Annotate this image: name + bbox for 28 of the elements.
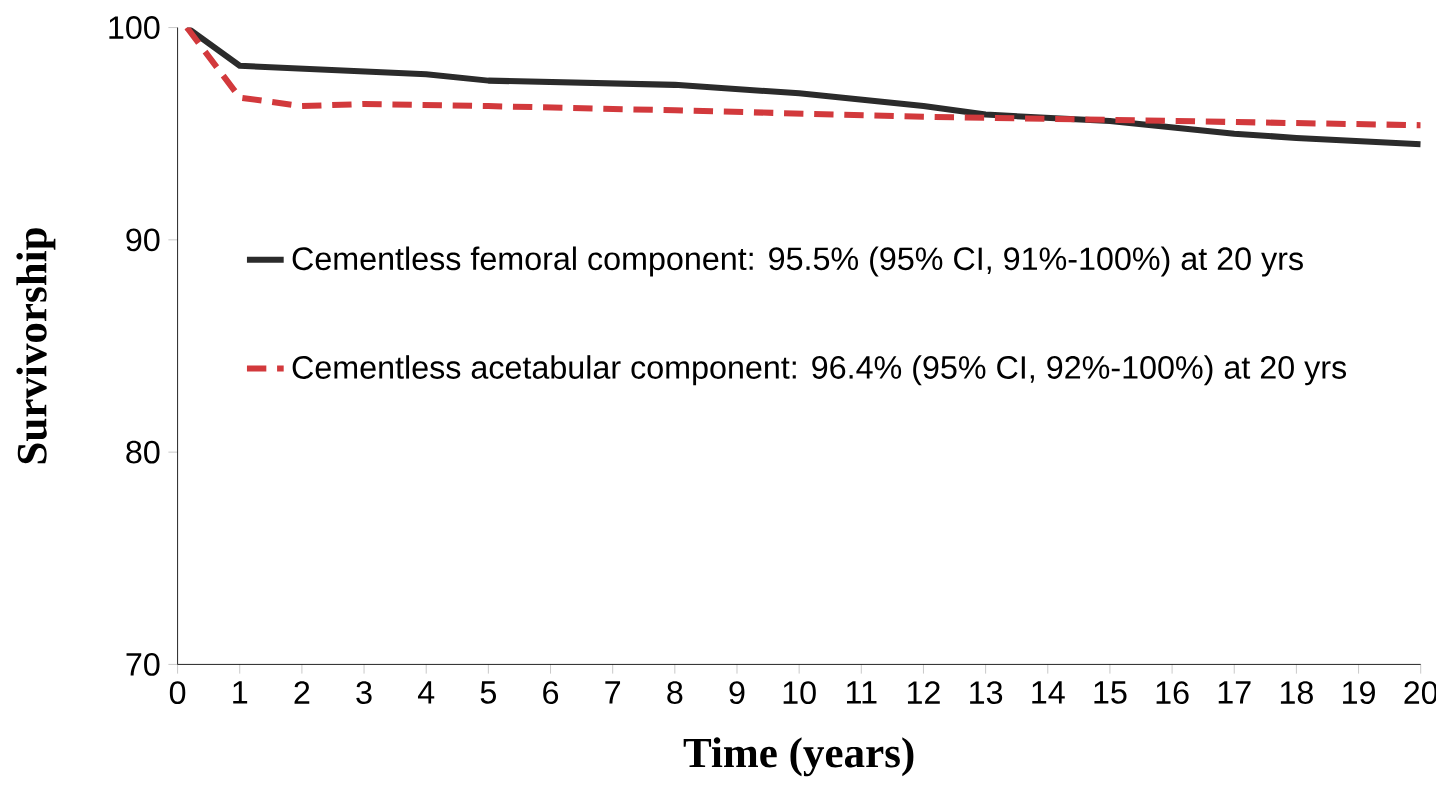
x-tick-label: 19 [1343, 681, 1375, 704]
x-tick-label: 11 [847, 681, 877, 704]
x-tick-label: 9 [729, 681, 745, 704]
x-tick-label: 7 [605, 681, 621, 704]
y-tick-label: 100 [109, 16, 160, 39]
y-tick-label: 70 [126, 652, 160, 676]
y-tick-label: 80 [126, 440, 160, 464]
y-tick-label: 90 [126, 228, 160, 252]
x-tick-label: 16 [1156, 681, 1189, 704]
x-tick-label: 3 [356, 681, 372, 704]
y-axis-title: Survivorship [16, 228, 56, 464]
x-tick-label: 14 [1032, 681, 1065, 704]
x-tick-label: 1 [233, 681, 248, 704]
x-tick-label: 4 [417, 681, 435, 704]
x-tick-label: 0 [169, 681, 186, 704]
legend-label: Cementless acetabular component: 96.4% (95% CI, 92%-100%) at 20 yrs [292, 355, 1347, 386]
legend-label: Cementless femoral component: 95.5% (95% CI, 91%-100%) at 20 yrs [292, 246, 1303, 277]
x-tick-label: 18 [1280, 681, 1313, 704]
x-tick-label: 12 [907, 681, 940, 704]
x-tick-label: 2 [294, 681, 310, 704]
x-tick-label: 5 [480, 681, 496, 704]
x-tick-label: 10 [783, 681, 816, 704]
x-tick-label: 13 [970, 681, 1003, 704]
x-tick-label: 17 [1218, 681, 1251, 704]
x-tick-label: 6 [543, 681, 559, 704]
x-tick-label: 15 [1094, 681, 1127, 704]
x-axis-title: Time (years) [683, 737, 914, 777]
x-tick-label: 8 [667, 681, 683, 704]
